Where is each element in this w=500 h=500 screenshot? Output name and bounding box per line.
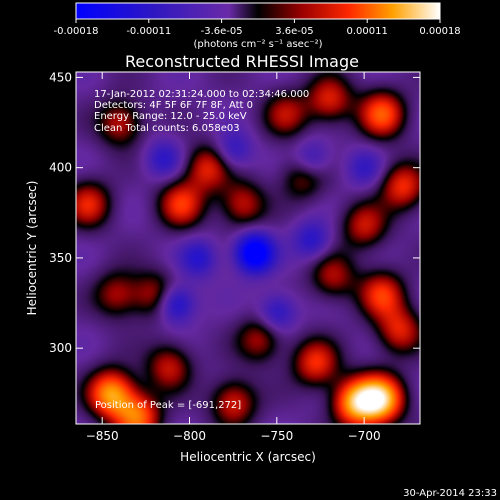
y-axis-ticks: 300 350 400 450 — [49, 70, 420, 355]
timestamp: 30-Apr-2014 23:33 — [403, 488, 497, 499]
y-tick-label: 350 — [49, 251, 72, 265]
info-line-counts: Clean Total counts: 6.058e03 — [94, 123, 240, 134]
peak-position-label: Position of Peak = [-691,272] — [95, 400, 241, 411]
heatmap-canvas — [76, 72, 420, 424]
colorbar: -0.00018 -0.00011 -3.6e-05 3.6e-05 0.00011 0.… — [54, 2, 461, 50]
x-tick-label: −800 — [173, 429, 206, 443]
info-line-energy: Energy Range: 12.0 - 25.0 keV — [94, 111, 247, 122]
y-tick-label: 300 — [49, 341, 72, 355]
y-axis-label: Heliocentric Y (arcsec) — [25, 181, 39, 316]
plot-area: −850 −800 −750 −700 300 350 400 450 — [49, 70, 421, 443]
colorbar-gradient — [75, 2, 441, 20]
x-axis-ticks: −850 −800 −750 −700 — [86, 72, 381, 443]
x-tick-label: −700 — [348, 429, 381, 443]
x-tick-label: −750 — [260, 429, 293, 443]
colorbar-tick-label: -3.6e-05 — [201, 26, 243, 37]
y-tick-label: 450 — [49, 70, 72, 84]
colorbar-tick-label: 3.6e-05 — [275, 26, 313, 37]
colorbar-ticks: -0.00018 -0.00011 -3.6e-05 3.6e-05 0.00011 0.… — [54, 19, 461, 37]
x-tick-label: −850 — [86, 429, 119, 443]
y-tick-label: 400 — [49, 161, 72, 175]
colorbar-units: (photons cm⁻² s⁻¹ asec⁻²) — [193, 39, 322, 50]
info-line-time: 17-Jan-2012 02:31:24.000 to 02:34:46.000 — [94, 89, 309, 100]
info-block: 17-Jan-2012 02:31:24.000 to 02:34:46.000… — [94, 89, 309, 134]
plot-frame — [75, 71, 421, 425]
chart-title: Reconstructed RHESSI Image — [125, 52, 359, 71]
colorbar-tick-label: 0.00018 — [419, 26, 460, 37]
colorbar-tick-label: -0.00011 — [126, 26, 171, 37]
colorbar-tick-label: 0.00011 — [347, 26, 388, 37]
x-axis-label: Heliocentric X (arcsec) — [180, 450, 316, 464]
info-line-detectors: Detectors: 4F 5F 6F 7F 8F, Att 0 — [94, 100, 253, 111]
colorbar-tick-label: -0.00018 — [54, 26, 99, 37]
